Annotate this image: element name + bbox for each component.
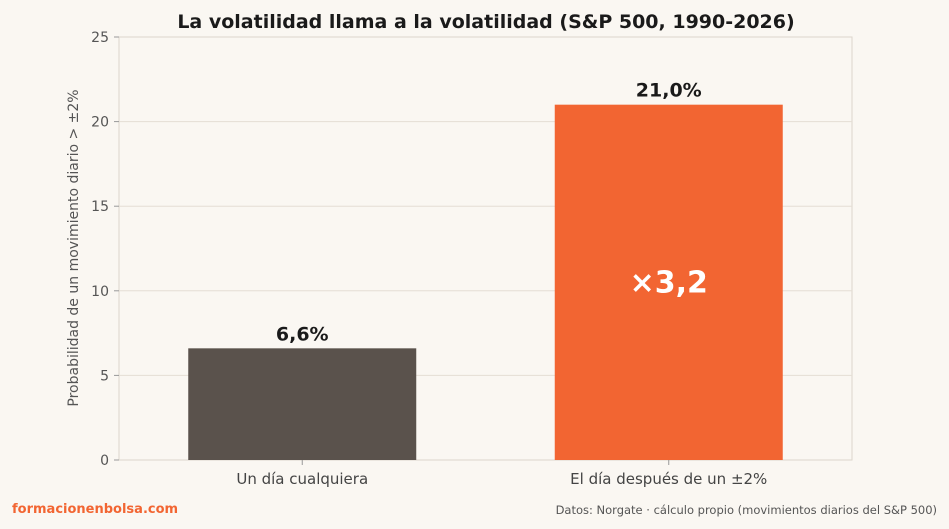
y-axis-ticks: 0 5 10 15 20 25	[91, 30, 119, 469]
plot-frame	[118, 36, 853, 461]
bar-1	[188, 348, 417, 460]
bar-chart: La volatilidad llama a la volatilidad (S…	[66, 11, 853, 488]
y-axis-label: Probabilidad de un movimiento diario > ±…	[66, 89, 82, 406]
y-tick-label: 20	[91, 115, 109, 131]
source-note: Datos: Norgate · cálculo propio (movimie…	[555, 503, 937, 517]
data-labels: 6,6% 21,0%	[276, 80, 702, 346]
x-category-label: El día después de un ±2%	[570, 470, 767, 488]
y-tick-label: 15	[91, 199, 109, 215]
y-tick-label: 0	[100, 453, 109, 469]
chart-title: La volatilidad llama a la volatilidad (S…	[177, 11, 794, 33]
x-axis-categories: Un día cualquiera El día después de un ±2…	[236, 460, 767, 488]
ratio-annotation: ×3,2	[630, 265, 708, 300]
y-tick-label: 10	[91, 284, 109, 300]
x-category-label: Un día cualquiera	[236, 470, 368, 488]
data-label-1: 6,6%	[276, 323, 329, 345]
y-tick-label: 25	[91, 30, 109, 46]
brand-label: formacionenbolsa.com	[12, 502, 179, 517]
bar-2	[554, 104, 783, 461]
y-tick-label: 5	[100, 368, 109, 384]
data-label-2: 21,0%	[636, 80, 702, 102]
bars	[188, 104, 783, 461]
